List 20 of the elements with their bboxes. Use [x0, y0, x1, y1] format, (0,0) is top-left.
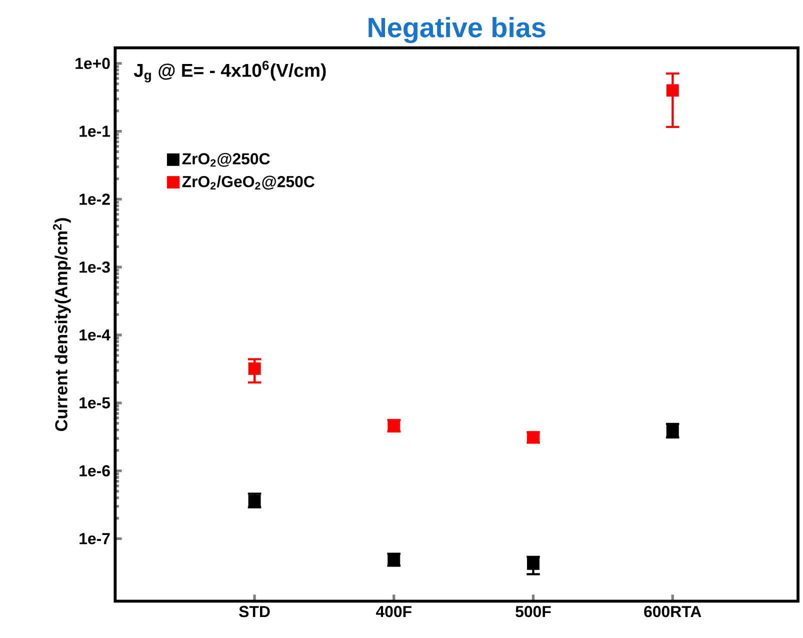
point [527, 557, 540, 570]
y-tick-label: 1e-3 [80, 261, 110, 273]
y-tick-label: 1e-1 [80, 126, 110, 137]
annotation: J$_{g}$ @ E= - 4x10$^{6}$(V/cm) [134, 60, 326, 82]
legend-label: ZrO$_{2}$/GeO$_{2}$@250C [182, 176, 314, 190]
y-axis-title: Current density(Amp/cm$^{2}$) [53, 218, 71, 431]
x-tick-label: 400F [376, 606, 412, 618]
x-tick-label: 600RTA [644, 606, 702, 618]
chart-title: Negative bias [368, 16, 546, 44]
y-tick-label: 1e-7 [80, 533, 110, 544]
point [248, 362, 261, 375]
point [666, 84, 679, 97]
x-tick-label: STD [239, 606, 270, 618]
y-tick-label: 1e-4 [80, 329, 110, 341]
y-tick-label: 1e-2 [80, 194, 110, 205]
x-tick-label: 500F [516, 606, 551, 618]
y-tick-label: 1e-5 [80, 397, 110, 408]
y-tick-label: 1e-6 [80, 465, 110, 476]
legend-label: ZrO$_{2}$@250C [182, 152, 270, 167]
y-tick-label: 1e+0 [76, 58, 110, 70]
